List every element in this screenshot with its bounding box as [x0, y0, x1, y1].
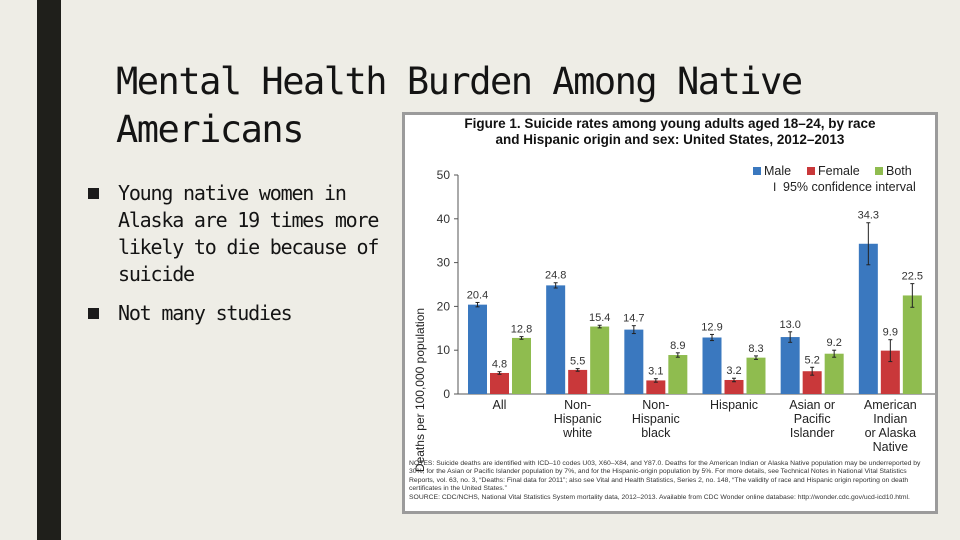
- bar-both: [512, 337, 531, 394]
- x-tick-label-line: black: [641, 426, 671, 440]
- bar-female: [646, 380, 666, 394]
- x-tick-label-line: Indian: [873, 412, 907, 426]
- bar-female: [490, 372, 509, 394]
- x-tick-label-line: or Alaska: [865, 426, 916, 440]
- figure-notes: NOTES: Suicide deaths are identified wit…: [409, 460, 934, 502]
- figure-title-line-2: and Hispanic origin and sex: United Stat…: [495, 132, 845, 147]
- bullet-text: Young native women in Alaska are 19 time…: [118, 181, 379, 286]
- bullet-text: Not many studies: [118, 301, 293, 325]
- x-tick-label-line: Islander: [790, 426, 834, 440]
- figure-notes-text: NOTES: Suicide deaths are identified wit…: [409, 460, 921, 493]
- bar-male: [780, 337, 800, 394]
- legend-swatch-both: [875, 167, 883, 175]
- x-tick-label-line: Hispanic: [554, 412, 602, 426]
- y-tick-label: 0: [443, 387, 450, 401]
- x-tick-label-line: Native: [873, 440, 908, 454]
- legend-label-male: Male: [764, 164, 791, 178]
- x-tick-label-line: Hispanic: [632, 412, 680, 426]
- bar-female: [724, 379, 744, 394]
- x-tick-label-line: Non-: [564, 398, 591, 412]
- bar-value-label: 3.1: [648, 366, 663, 378]
- slide-title: Mental Health Burden Among Native Americ…: [116, 58, 916, 154]
- bullet-square-icon: [88, 188, 99, 199]
- bar-value-label: 4.8: [492, 359, 507, 371]
- legend-label-both: Both: [886, 164, 912, 178]
- bar-value-label: 12.9: [701, 321, 722, 333]
- y-tick-label: 10: [437, 343, 451, 357]
- bar-value-label: 24.8: [545, 270, 566, 282]
- bar-value-label: 34.3: [858, 210, 879, 222]
- x-tick-label: Non-Hispanic white: [554, 398, 602, 440]
- bar-value-label: 15.4: [589, 312, 610, 324]
- bar-both: [902, 295, 922, 394]
- slide-title-line-2: Americans: [116, 108, 304, 151]
- bar-value-label: 8.3: [748, 343, 763, 355]
- y-tick-label: 20: [437, 299, 451, 313]
- bullet-square-icon: [88, 308, 99, 319]
- bar-value-label: 13.0: [779, 319, 800, 331]
- bullet-item: Not many studies: [86, 300, 386, 327]
- bar-male: [546, 285, 566, 394]
- legend-swatch-female: [807, 167, 815, 175]
- bar-value-label: 8.9: [670, 340, 685, 352]
- legend-label-female: Female: [818, 164, 860, 178]
- bullet-list: Young native women in Alaska are 19 time…: [86, 180, 386, 339]
- y-tick-label: 30: [437, 256, 451, 270]
- x-tick-label-line: Non-: [642, 398, 669, 412]
- x-tick-label-line: Hispanic: [710, 398, 758, 412]
- bar-value-label: 5.2: [805, 354, 820, 366]
- bar-value-label: 20.4: [467, 289, 488, 301]
- figure-title: Figure 1. Suicide rates among young adul…: [405, 116, 935, 148]
- figure-source-text: SOURCE: CDC/NCHS, National Vital Statist…: [409, 493, 910, 501]
- x-tick-label-line: white: [562, 426, 592, 440]
- bar-both: [668, 355, 688, 394]
- x-tick-label: All: [493, 398, 507, 412]
- x-tick-label: Asian or Pacific Islander: [789, 398, 835, 440]
- legend-swatch-male: [753, 167, 761, 175]
- bar-value-label: 5.5: [570, 356, 585, 368]
- bar-chart: 0 10 20 30 40 50 20.4 4.8 12.8 All 24.8 5.5 15.4 Non-…: [437, 164, 935, 454]
- bar-female: [802, 371, 822, 394]
- bar-value-label: 14.7: [623, 313, 644, 325]
- legend-ci-icon: I: [773, 180, 776, 194]
- bar-male: [468, 304, 487, 394]
- bar-value-label: 12.8: [511, 324, 532, 336]
- figure-title-line-1: Figure 1. Suicide rates among young adul…: [464, 116, 876, 131]
- y-tick-label: 50: [437, 168, 451, 182]
- x-tick-label-line: All: [493, 398, 507, 412]
- bar-both: [590, 326, 610, 394]
- bar-female: [568, 369, 588, 394]
- x-tick-label: Hispanic: [710, 398, 758, 412]
- bar-value-label: 9.2: [827, 337, 842, 349]
- bar-female: [880, 350, 900, 394]
- slide-title-line-1: Mental Health Burden Among Native: [116, 60, 803, 103]
- left-accent-bar: [37, 0, 61, 540]
- bar-both: [746, 357, 766, 394]
- figure-panel: Figure 1. Suicide rates among young adul…: [402, 112, 938, 514]
- bullet-item: Young native women in Alaska are 19 time…: [86, 180, 386, 288]
- bar-male: [702, 337, 722, 394]
- x-tick-label-line: Asian or: [789, 398, 835, 412]
- bar-value-label: 3.2: [726, 365, 741, 377]
- x-tick-label-line: American: [864, 398, 917, 412]
- x-tick-label: Non-Hispanic black: [632, 398, 680, 440]
- legend-ci-label: 95% confidence interval: [783, 180, 916, 194]
- bar-male: [858, 243, 878, 394]
- bar-male: [624, 329, 644, 394]
- x-tick-label: American Indian or Alaska Native: [864, 398, 917, 454]
- bar-both: [824, 353, 844, 394]
- x-tick-label-line: Pacific: [794, 412, 831, 426]
- bar-value-label: 22.5: [902, 271, 923, 283]
- y-tick-label: 40: [437, 212, 451, 226]
- bar-value-label: 9.9: [883, 327, 898, 339]
